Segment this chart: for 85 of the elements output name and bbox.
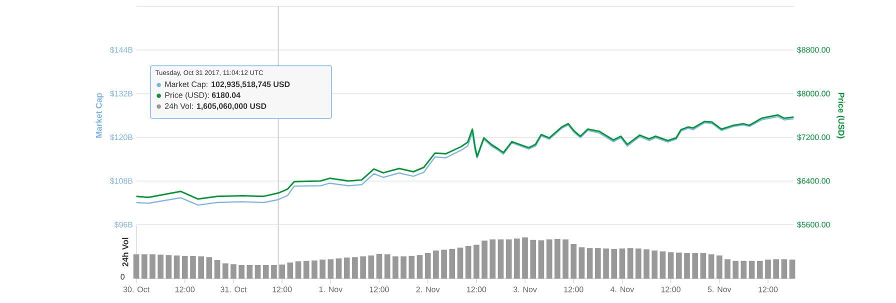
bar	[303, 260, 310, 278]
bar	[789, 259, 796, 278]
bar	[660, 251, 666, 278]
bar	[287, 262, 294, 278]
bar	[246, 264, 253, 278]
bar	[570, 244, 577, 278]
bar	[765, 259, 771, 278]
bar	[368, 255, 374, 278]
bar	[586, 248, 593, 278]
bar	[133, 254, 140, 278]
bar	[141, 254, 148, 278]
bar	[416, 254, 423, 278]
bar	[166, 254, 172, 278]
bar	[174, 255, 180, 278]
bar	[457, 248, 464, 278]
bar	[376, 254, 382, 278]
bar	[433, 250, 439, 278]
bar	[262, 264, 269, 278]
bar	[522, 237, 528, 278]
bar	[474, 244, 480, 278]
bar	[206, 256, 212, 278]
bar	[781, 259, 788, 278]
bar	[392, 256, 398, 278]
bar	[222, 263, 228, 278]
bar	[214, 260, 220, 278]
bar	[279, 264, 285, 278]
bar	[716, 255, 722, 278]
bar	[320, 259, 326, 278]
bar	[756, 260, 763, 278]
bar	[724, 259, 730, 278]
bar	[595, 248, 601, 278]
bar	[384, 254, 390, 278]
y-axis-title: Market Cap	[96, 92, 104, 138]
bar	[336, 258, 342, 278]
bar	[627, 248, 634, 278]
bar	[700, 252, 706, 278]
bar	[490, 239, 496, 278]
bar	[150, 254, 156, 278]
bar	[554, 238, 560, 278]
bar	[619, 248, 626, 278]
bar	[732, 260, 739, 278]
bar	[230, 264, 236, 278]
bar	[482, 240, 488, 278]
bar	[603, 248, 609, 278]
bar	[271, 264, 277, 278]
bar	[708, 254, 714, 278]
bar	[652, 250, 658, 278]
bar	[684, 252, 690, 278]
bar	[635, 248, 642, 278]
bar	[449, 248, 456, 278]
bar	[773, 259, 780, 278]
bar	[408, 256, 415, 278]
bar	[740, 260, 747, 278]
bar	[254, 264, 261, 278]
bar	[295, 261, 302, 278]
bar	[611, 248, 618, 278]
bar	[190, 256, 196, 278]
bar	[400, 256, 406, 278]
bar	[692, 252, 698, 278]
bar	[538, 240, 544, 278]
bar	[465, 246, 472, 278]
bar	[676, 252, 682, 278]
bar	[530, 240, 536, 278]
bar	[182, 256, 188, 278]
bar	[748, 260, 755, 278]
bar	[562, 239, 568, 278]
bar	[328, 259, 334, 278]
bar	[424, 252, 431, 278]
bar	[578, 247, 585, 278]
bar	[312, 260, 318, 278]
bar	[546, 239, 552, 278]
bar	[514, 238, 520, 278]
bar	[644, 249, 650, 278]
bar	[238, 264, 244, 278]
y2-axis-title: Price (USD)	[836, 92, 845, 138]
bar	[352, 256, 358, 278]
y-axis-title: 24h Vol	[122, 238, 128, 266]
bar	[441, 250, 447, 278]
bar	[158, 254, 164, 278]
bar	[344, 257, 350, 278]
bar	[498, 239, 504, 278]
bar	[198, 256, 204, 278]
bar	[360, 256, 366, 278]
bar	[506, 239, 512, 278]
bar	[668, 252, 674, 278]
